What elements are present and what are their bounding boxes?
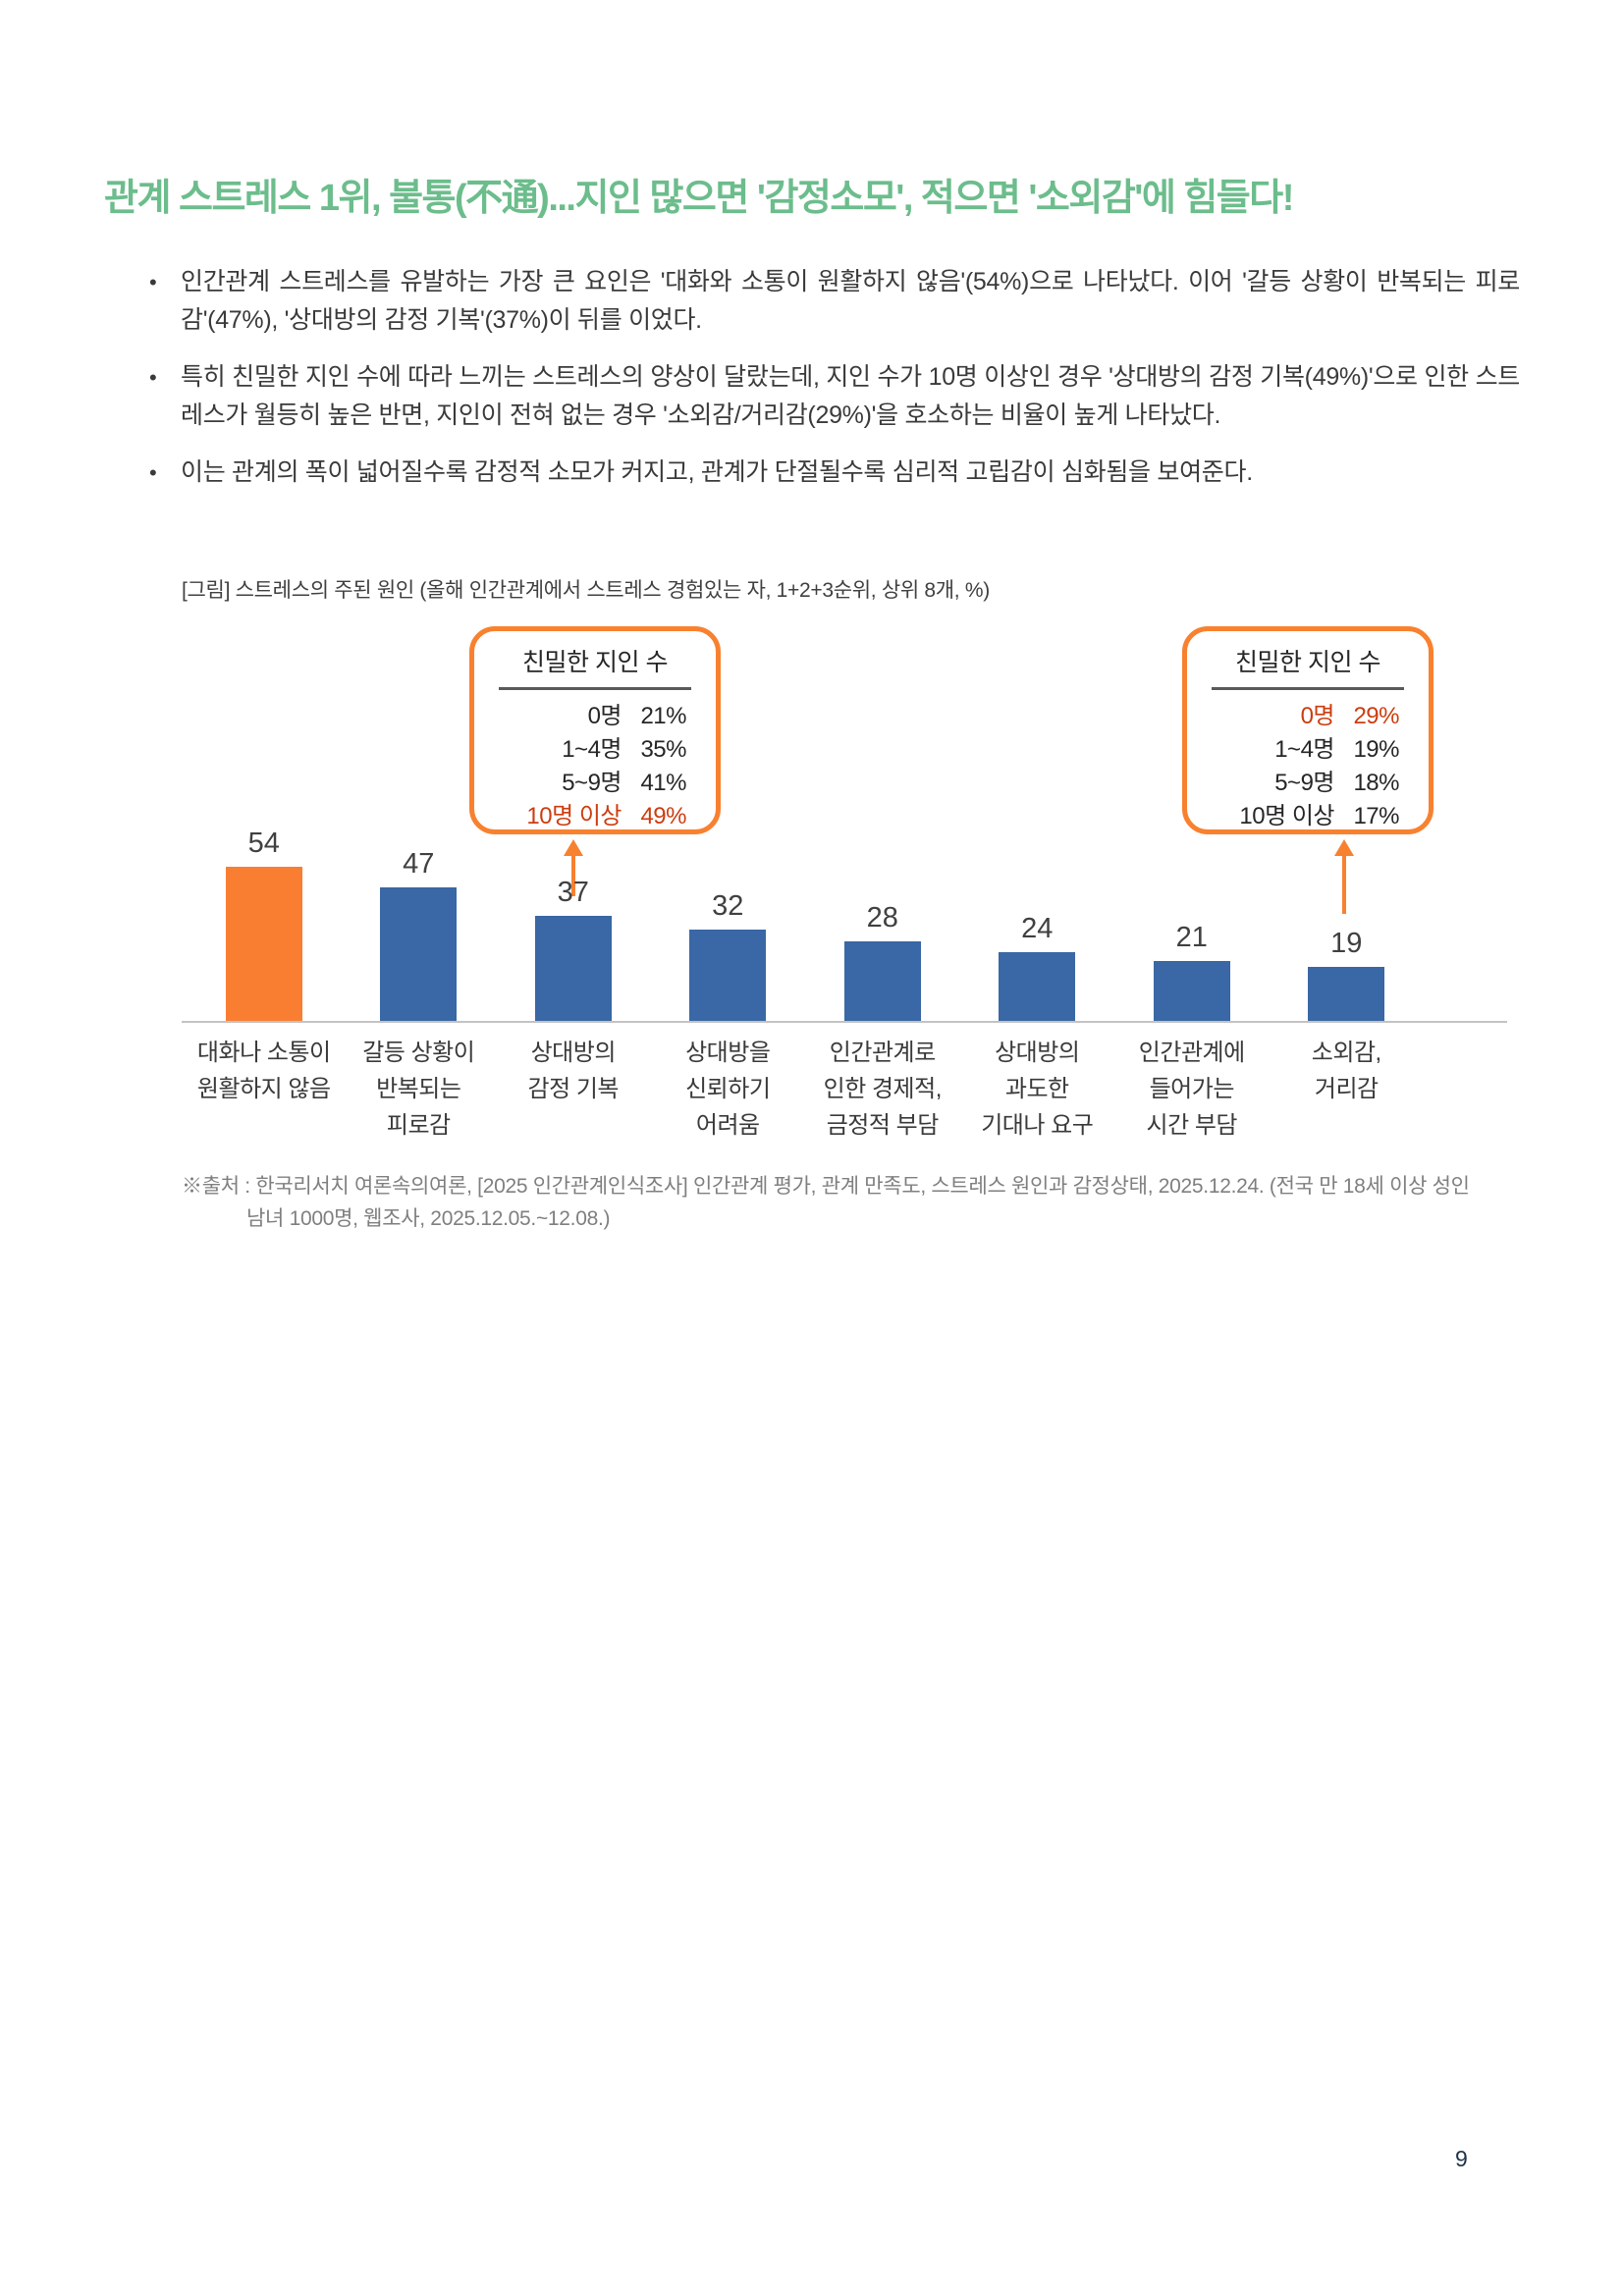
category-label: 갈등 상황이 반복되는 피로감 (362, 1040, 475, 1139)
callout-intimate-friends-right: 친밀한 지인 수 0명 29% 1~4명 19% 5~9명 18% 10명 이상… (1182, 626, 1434, 834)
bar-value-label: 24 (1021, 913, 1054, 945)
callout-row-label: 1~4명 (562, 736, 622, 763)
bullet-text: 이는 관계의 폭이 넓어질수록 감정적 소모가 커지고, 관계가 단절될수록 심… (181, 458, 1253, 486)
category-label: 소외감, 거리감 (1311, 1040, 1381, 1102)
bullet-item: • 인간관계 스트레스를 유발하는 가장 큰 요인은 '대화와 소통이 원활하지… (149, 263, 1520, 340)
bar-column: 24 (960, 618, 1115, 1021)
callout-row-highlighted: 10명 이상 49% (474, 800, 716, 833)
category-label: 상대방을 신뢰하기 어려움 (685, 1040, 771, 1139)
bar-column: 32 (651, 618, 806, 1021)
category-label: 대화나 소통이 원활하지 않음 (196, 1040, 331, 1102)
category-label-row: 대화나 소통이 원활하지 않음 갈등 상황이 반복되는 피로감 상대방의 감정 기복… (187, 1035, 1424, 1144)
bar (380, 886, 458, 1021)
callout-row-value: 29% (1353, 703, 1399, 729)
bar (225, 867, 302, 1021)
callout-row: 5~9명 18% (1187, 767, 1429, 800)
callout-row-value: 35% (640, 736, 686, 763)
bar (999, 952, 1076, 1021)
bullet-item: • 이는 관계의 폭이 넓어질수록 감정적 소모가 커지고, 관계가 단절될수록… (149, 454, 1520, 492)
callout-row-value: 19% (1353, 736, 1399, 763)
figure-caption: [그림] 스트레스의 주된 원인 (올해 인간관계에서 스트레스 경험있는 자,… (182, 579, 990, 602)
callout-arrow-up-icon (564, 839, 583, 896)
stress-causes-bar-chart: 친밀한 지인 수 0명 21% 1~4명 35% 5~9명 41% 10명 이상… (0, 618, 1623, 1168)
callout-row-value: 21% (640, 703, 686, 729)
callout-title: 친밀한 지인 수 (522, 649, 668, 676)
callout-row-highlighted: 0명 29% (1187, 700, 1429, 733)
bullet-marker: • (149, 365, 157, 390)
bar-value-label: 28 (866, 901, 898, 934)
callout-row-value: 17% (1353, 803, 1399, 829)
bar (1308, 966, 1385, 1021)
callout-row: 10명 이상 17% (1187, 800, 1429, 833)
bullet-list: • 인간관계 스트레스를 유발하는 가장 큰 요인은 '대화와 소통이 원활하지… (149, 263, 1520, 510)
callout-title: 친밀한 지인 수 (1235, 649, 1380, 676)
callout-row: 1~4명 35% (474, 733, 716, 767)
bar-column: 19 (1270, 618, 1425, 1021)
bullet-text: 인간관계 스트레스를 유발하는 가장 큰 요인은 '대화와 소통이 원활하지 않… (181, 268, 1520, 334)
callout-row: 5~9명 41% (474, 767, 716, 800)
category-label: 상대방의 과도한 기대나 요구 (981, 1040, 1094, 1139)
x-axis-line (182, 1021, 1507, 1023)
bar-value-label: 19 (1330, 927, 1363, 959)
callout-divider (1212, 687, 1404, 690)
callout-row-value: 49% (640, 803, 686, 829)
bullet-text: 특히 친밀한 지인 수에 따라 느끼는 스트레스의 양상이 달랐는데, 지인 수… (181, 363, 1520, 429)
bar-value-label: 37 (557, 876, 589, 908)
bar (843, 940, 921, 1021)
page-number: 9 (1455, 2146, 1468, 2171)
bar-column: 54 (187, 618, 342, 1021)
bar-column: 28 (805, 618, 960, 1021)
bar-column: 21 (1114, 618, 1270, 1021)
callout-row-label: 1~4명 (1274, 736, 1334, 763)
bar (534, 915, 612, 1021)
callout-intimate-friends-left: 친밀한 지인 수 0명 21% 1~4명 35% 5~9명 41% 10명 이상… (469, 626, 721, 834)
bar-column: 47 (342, 618, 497, 1021)
callout-row-label: 10명 이상 (526, 803, 622, 829)
category-label: 인간관계로 인한 경제적, 금정적 부담 (823, 1040, 943, 1139)
bar (689, 930, 767, 1021)
callout-divider (499, 687, 691, 690)
page-title: 관계 스트레스 1위, 불통(不通)...지인 많으면 '감정소모', 적으면 … (104, 178, 1294, 219)
callout-row-label: 5~9명 (1274, 770, 1334, 796)
bullet-marker: • (149, 270, 157, 294)
callout-row-label: 0명 (587, 703, 622, 729)
callout-row-label: 5~9명 (562, 770, 622, 796)
callout-row-label: 0명 (1300, 703, 1335, 729)
bar-value-label: 47 (403, 847, 435, 880)
bullet-marker: • (149, 460, 157, 485)
bar-value-label: 32 (712, 890, 744, 923)
category-label: 인간관계에 들어가는 시간 부담 (1138, 1040, 1245, 1139)
category-label: 상대방의 감정 기복 (527, 1040, 620, 1102)
callout-arrow-up-icon (1334, 839, 1354, 914)
bar-column: 37 (496, 618, 651, 1021)
callout-row-label: 10명 이상 (1239, 803, 1334, 829)
source-note: ※출처 : 한국리서치 여론속의여론, [2025 인간관계인식조사] 인간관계… (182, 1175, 1470, 1230)
callout-row: 0명 21% (474, 700, 716, 733)
callout-row: 1~4명 19% (1187, 733, 1429, 767)
callout-row-value: 41% (640, 770, 686, 796)
bar (1153, 961, 1230, 1021)
bar-value-label: 54 (247, 828, 280, 860)
bar-value-label: 21 (1175, 922, 1208, 954)
bullet-item: • 특히 친밀한 지인 수에 따라 느끼는 스트레스의 양상이 달랐는데, 지인… (149, 358, 1520, 435)
callout-row-value: 18% (1353, 770, 1399, 796)
bar-plot-area: 54 47 37 32 28 24 21 19 (187, 618, 1424, 1021)
